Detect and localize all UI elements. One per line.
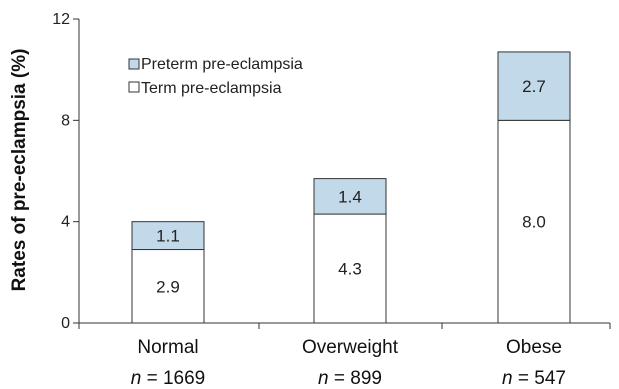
y-axis-label: Rates of pre-eclampsia (%) [9,49,30,292]
bar-segment-term [313,213,387,324]
y-tick-label: 4 [61,214,70,231]
bars: 2.9 1.1 4.3 1.4 8.0 2.7 [131,51,571,324]
n-symbol: n [502,368,513,389]
y-tick-label: 0 [61,315,70,332]
n-value: = 1669 [141,368,205,389]
data-label-term: 2.9 [156,277,180,296]
data-label-term: 4.3 [338,260,362,279]
n-symbol: n [318,368,329,389]
x-category-label: Obese [506,337,562,358]
data-label-preterm: 1.4 [338,187,362,206]
axes: 0 4 8 12 Normal n = 1669 Overweight n = 899 Obes… [52,11,611,389]
bar-segment-term [131,249,205,324]
bar-segment-term [497,119,571,324]
legend-label-term: Term pre-eclampsia [141,80,282,97]
data-label-preterm: 2.7 [522,77,546,96]
n-value: = 899 [329,368,382,389]
x-sample-size-label: n = 899 [318,368,382,389]
legend-swatch-term [128,81,140,93]
x-category-label: Overweight [302,337,399,358]
legend-label-preterm: Preterm pre-eclampsia [141,56,303,73]
data-label-term: 8.0 [522,213,546,232]
y-tick-label: 8 [61,112,70,129]
bar-segment-preterm [131,221,205,251]
bar-segment-preterm [313,178,387,215]
y-tick-label: 12 [52,11,70,28]
x-sample-size-label: n = 547 [502,368,566,389]
bar-segment-preterm [497,51,571,121]
legend-swatch-preterm [128,58,140,70]
data-label-preterm: 1.1 [156,227,180,246]
x-sample-size-label: n = 1669 [131,368,206,389]
x-category-label: Normal [137,337,198,358]
n-symbol: n [131,368,142,389]
n-value: = 547 [513,368,566,389]
legend: Preterm pre-eclampsia Term pre-eclampsia [128,56,303,97]
